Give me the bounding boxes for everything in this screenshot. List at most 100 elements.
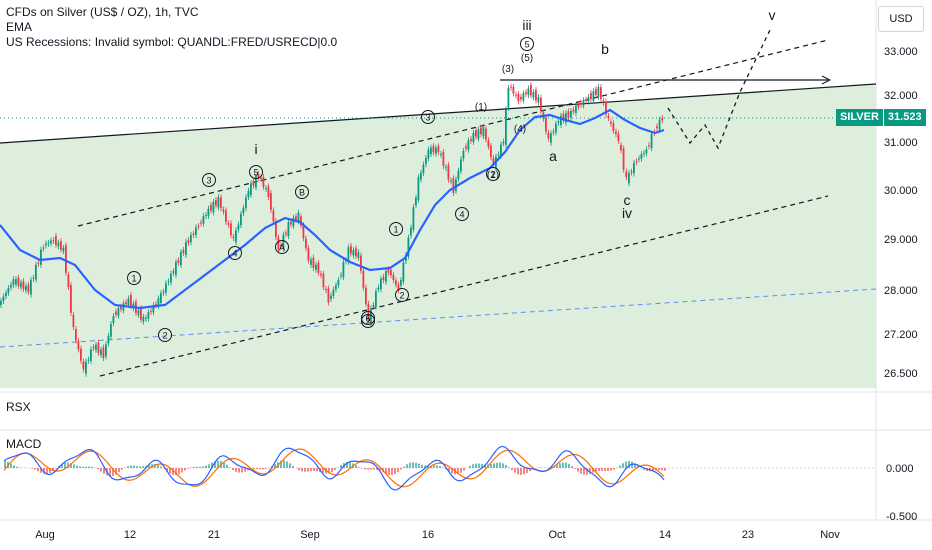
- candle-body: [275, 221, 277, 238]
- macd-histogram: [4, 460, 666, 477]
- price-tick-3: 30.000: [884, 185, 918, 197]
- candle-body: [195, 227, 197, 236]
- candle-body: [235, 230, 237, 243]
- macd-hist-bar: [184, 468, 186, 471]
- candle-body: [520, 96, 522, 100]
- macd-hist-bar: [61, 463, 63, 468]
- currency-button[interactable]: USD: [878, 6, 924, 32]
- wave-circled-17-ring: [361, 311, 375, 325]
- macd-hist-bar: [202, 466, 204, 468]
- wave-paren-4: (5): [521, 53, 533, 64]
- macd-hist-bar: [577, 468, 579, 472]
- macd-hist-bar: [568, 463, 570, 468]
- wave-circled-16: B: [299, 188, 305, 198]
- candle-body: [355, 248, 357, 257]
- macd-hist-bar: [322, 468, 324, 473]
- candle-body: [245, 197, 247, 209]
- macd-hist-bar: [190, 467, 192, 468]
- macd-hist-bar: [490, 464, 492, 468]
- candle-body: [322, 273, 325, 288]
- macd-hist-bar: [283, 460, 285, 468]
- candle-body: [90, 349, 92, 361]
- candle-body: [532, 92, 535, 98]
- macd-pane-label[interactable]: MACD: [6, 437, 42, 451]
- candle-body: [362, 270, 365, 288]
- candle-body: [110, 323, 112, 337]
- candle-body: [302, 225, 305, 239]
- candle-body: [435, 147, 437, 154]
- legend-recessions[interactable]: US Recessions: Invalid symbol: QUANDL:FR…: [6, 35, 338, 49]
- legend-symbol[interactable]: CFDs on Silver (US$ / OZ), 1h, TVC: [6, 5, 199, 19]
- candle-body: [277, 237, 280, 250]
- macd-hist-bar: [163, 468, 165, 469]
- macd-hist-bar: [610, 468, 612, 471]
- candle-body: [240, 213, 242, 226]
- candle-body: [140, 308, 142, 320]
- candle-body: [540, 97, 542, 112]
- candle-body: [257, 173, 260, 178]
- price-tick-4: 29.000: [884, 234, 918, 246]
- candle-body: [407, 237, 410, 257]
- candle-body: [432, 146, 435, 153]
- candle-body: [390, 269, 392, 276]
- macd-hist-bar: [91, 466, 93, 468]
- macd-hist-bar: [367, 468, 369, 470]
- macd-hist-bar: [199, 466, 201, 468]
- candle-body: [547, 132, 550, 139]
- legend-ema[interactable]: EMA: [6, 20, 33, 34]
- macd-hist-bar: [208, 464, 210, 468]
- candle-body: [280, 245, 282, 247]
- wave-circled-15: A: [279, 243, 285, 253]
- time-tick-8: Nov: [820, 529, 840, 541]
- candle-body: [622, 148, 625, 170]
- candle-body: [360, 255, 362, 271]
- candle-body: [512, 86, 515, 94]
- macd-hist-bar: [148, 464, 150, 468]
- candle-body: [287, 222, 290, 237]
- macd-hist-bar: [463, 468, 465, 471]
- candle-body: [162, 291, 165, 293]
- rsx-pane-label[interactable]: RSX: [6, 400, 31, 414]
- macd-hist-bar: [436, 465, 438, 468]
- candle-body: [557, 121, 560, 123]
- candle-body: [530, 85, 532, 96]
- macd-hist-bar: [76, 465, 78, 468]
- candle-body: [620, 144, 622, 151]
- macd-hist-bar: [142, 466, 144, 468]
- candle-body: [95, 344, 97, 350]
- macd-hist-bar: [289, 463, 291, 468]
- macd-hist-bar: [67, 462, 69, 468]
- candle-body: [410, 227, 412, 236]
- macd-hist-bar: [55, 468, 57, 469]
- candle-body: [35, 264, 37, 280]
- macd-hist-bar: [421, 464, 423, 468]
- macd-hist-bar: [52, 468, 54, 472]
- macd-hist-bar: [244, 468, 246, 472]
- candle-body: [602, 100, 605, 104]
- macd-hist-bar: [241, 468, 243, 473]
- candle-body: [187, 240, 190, 243]
- candle-body: [515, 94, 517, 96]
- macd-hist-bar: [625, 461, 627, 468]
- candle-body: [200, 222, 202, 224]
- macd-hist-bar: [37, 468, 39, 472]
- wave-letter-a: a: [549, 148, 557, 164]
- macd-hist-bar: [406, 464, 408, 468]
- macd-hist-bar: [520, 468, 522, 475]
- candle-body: [70, 285, 72, 313]
- candle-body: [592, 91, 595, 101]
- macd-hist-bar: [223, 462, 225, 468]
- candle-body: [142, 317, 145, 322]
- candle-body: [447, 165, 450, 180]
- candle-body: [102, 347, 105, 358]
- macd-hist-bar: [493, 463, 495, 468]
- wave-paren-0: (1): [475, 102, 487, 113]
- candle-body: [437, 146, 440, 153]
- macd-hist-bar: [517, 468, 519, 475]
- macd-hist-bar: [259, 468, 261, 470]
- candle-body: [115, 311, 117, 315]
- wave-circled-15-ring: [275, 240, 289, 254]
- candle-body: [605, 101, 607, 115]
